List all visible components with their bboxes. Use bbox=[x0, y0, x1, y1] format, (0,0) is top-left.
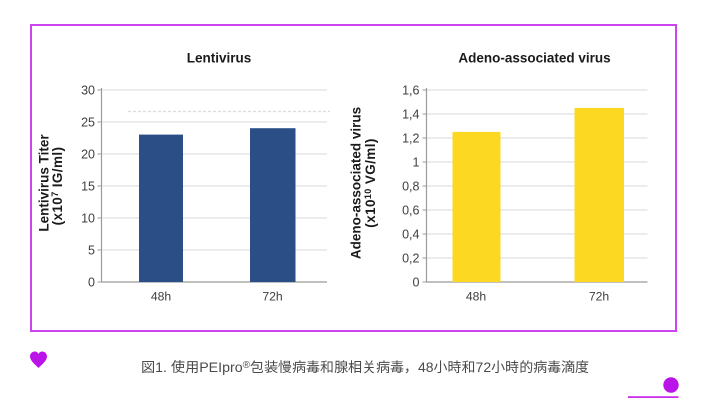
svg-text:5: 5 bbox=[88, 244, 95, 258]
svg-text:1: 1 bbox=[413, 156, 420, 170]
svg-text:10: 10 bbox=[81, 212, 95, 226]
svg-text:30: 30 bbox=[81, 84, 95, 98]
svg-text:48h: 48h bbox=[151, 290, 171, 304]
svg-text:0: 0 bbox=[88, 276, 95, 290]
svg-text:Lentivirus Titer: Lentivirus Titer bbox=[37, 134, 52, 232]
svg-text:1,2: 1,2 bbox=[402, 132, 419, 146]
svg-text:72h: 72h bbox=[262, 290, 282, 304]
svg-text:25: 25 bbox=[81, 116, 95, 130]
svg-text:1,4: 1,4 bbox=[402, 108, 419, 122]
svg-text:72h: 72h bbox=[589, 290, 609, 304]
svg-text:0,6: 0,6 bbox=[402, 204, 419, 218]
svg-text:0: 0 bbox=[413, 276, 420, 290]
svg-text:1,6: 1,6 bbox=[402, 84, 419, 98]
svg-text:(x1010 VG/ml): (x1010 VG/ml) bbox=[363, 138, 378, 228]
svg-text:48h: 48h bbox=[466, 290, 486, 304]
svg-text:0,4: 0,4 bbox=[402, 228, 419, 242]
svg-text:Adeno-associated virus: Adeno-associated virus bbox=[458, 51, 610, 66]
svg-text:Adeno-associated virus: Adeno-associated virus bbox=[349, 107, 364, 259]
svg-text:20: 20 bbox=[81, 148, 95, 162]
svg-text:15: 15 bbox=[81, 180, 95, 194]
svg-text:0,8: 0,8 bbox=[402, 180, 419, 194]
svg-text:图1. 使用PEIpro®包装慢病毒和腺相关病毒，48小时和: 图1. 使用PEIpro®包装慢病毒和腺相关病毒，48小时和72小时的病毒滴度 bbox=[141, 359, 589, 376]
svg-text:(x107 IG/ml): (x107 IG/ml) bbox=[50, 147, 65, 226]
svg-text:0,2: 0,2 bbox=[402, 252, 419, 266]
svg-text:Lentivirus: Lentivirus bbox=[187, 51, 252, 66]
